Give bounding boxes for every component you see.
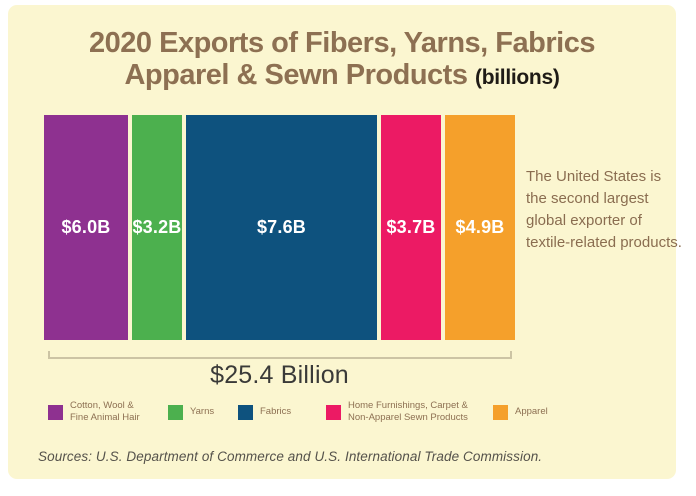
legend-item-4: Apparel: [493, 396, 548, 428]
legend-swatch-icon: [326, 404, 341, 420]
chart-title-billions: (billions): [475, 66, 560, 90]
legend-swatch-icon: [168, 404, 183, 420]
bar-segment-value: $3.7B: [386, 217, 436, 237]
legend-item-2: Fabrics: [238, 396, 291, 428]
annotation-text: The United States is the second largest …: [526, 166, 694, 254]
infographic-panel: 2020 Exports of Fibers, Yarns, Fabrics A…: [8, 5, 682, 479]
legend-swatch-icon: [493, 404, 508, 420]
bar-segment-value: $4.9B: [455, 217, 505, 237]
legend-label: Cotton, Wool & Fine Animal Hair: [70, 400, 140, 423]
total-bracket: [48, 351, 512, 359]
legend-swatch-icon: [238, 404, 253, 420]
legend-label: Apparel: [515, 406, 548, 417]
bar-segment-3: $3.7B: [381, 115, 441, 340]
legend-swatch-icon: [48, 404, 63, 420]
bar-segment-2: $7.6B: [186, 115, 377, 340]
bar-segment-value: $3.2B: [132, 217, 182, 237]
annotation-line: the second largest: [526, 190, 649, 207]
source-text: Sources: U.S. Department of Commerce and…: [38, 449, 543, 464]
legend: Cotton, Wool & Fine Animal Hair Yarns Fabr…: [8, 396, 676, 430]
bar-segment-value: $6.0B: [61, 217, 111, 237]
stacked-bar: $6.0B $3.2B $7.6B $3.7B $4.9B: [44, 115, 515, 340]
chart-title-line2-text: Apparel & Sewn Products: [124, 59, 468, 92]
annotation-line: textile-related products.: [526, 234, 682, 251]
legend-label: Fabrics: [260, 406, 292, 417]
legend-label: Yarns: [190, 406, 215, 417]
bar-segment-1: $3.2B: [132, 115, 182, 340]
annotation-line: The United States is: [526, 168, 662, 185]
bar-segment-value: $7.6B: [256, 217, 307, 237]
chart-title-line1: 2020 Exports of Fibers, Yarns, Fabrics: [89, 27, 595, 59]
legend-item-3: Home Furnishings, Carpet & Non-Apparel S…: [326, 396, 468, 428]
legend-item-0: Cotton, Wool & Fine Animal Hair: [48, 396, 140, 428]
legend-label: Home Furnishings, Carpet & Non-Apparel S…: [348, 400, 468, 423]
legend-item-1: Yarns: [168, 396, 214, 428]
total-label: $25.4 Billion: [210, 361, 349, 389]
chart-title-line2: Apparel & Sewn Products (billions): [8, 59, 676, 91]
annotation-line: global exporter of: [526, 212, 642, 229]
bar-segment-0: $6.0B: [44, 115, 128, 340]
chart-title: 2020 Exports of Fibers, Yarns, Fabrics A…: [8, 27, 676, 92]
bar-segment-4: $4.9B: [445, 115, 515, 340]
